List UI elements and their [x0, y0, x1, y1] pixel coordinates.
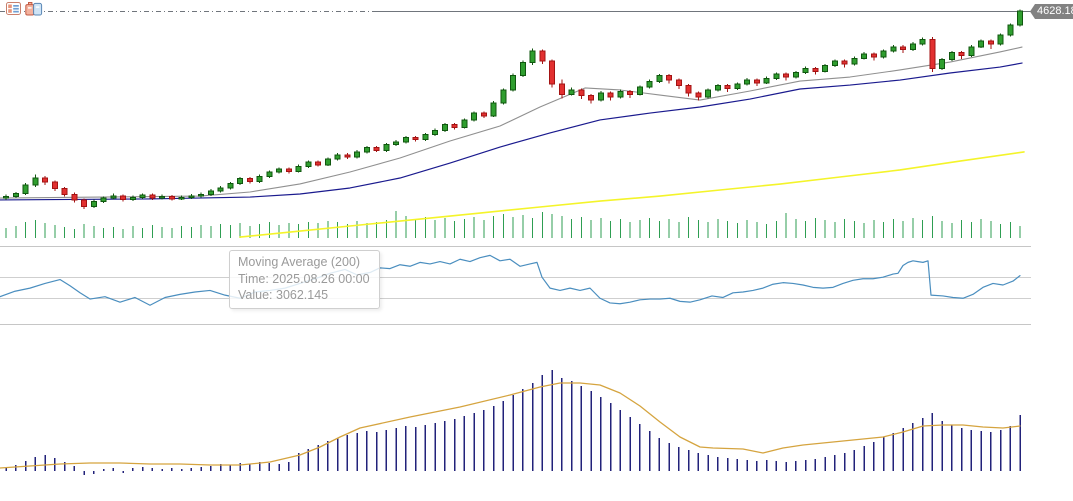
current-price-label: 4628.18 [1030, 4, 1073, 19]
dom-row-icon [13, 7, 19, 10]
candlestick-series [3, 9, 1023, 209]
chart-toolbar [6, 1, 43, 17]
histogram-series [5, 370, 1021, 475]
dom-cell-icon [8, 9, 12, 13]
tick-volume-series [5, 211, 1021, 238]
indicator-tooltip: Moving Average (200) Time: 2025.08.26 00… [229, 250, 380, 309]
signal-line [0, 382, 1021, 469]
dom-cell-icon [8, 4, 12, 9]
current-price-value: 4628.18 [1037, 5, 1073, 17]
depth-of-market-icon[interactable] [6, 1, 21, 15]
dom-row-icon [13, 5, 19, 7]
sell-line-icon [28, 7, 32, 9]
sell-panel-icon [25, 4, 35, 16]
buy-line-icon [35, 6, 40, 8]
tooltip-value: Value: 3062.145 [238, 288, 329, 302]
tooltip-title: Moving Average (200) [238, 255, 361, 269]
pane-gridlines [0, 246, 1031, 325]
moving-average-lines [0, 46, 1025, 238]
oscillator-line [0, 254, 1021, 306]
buy-panel-icon [33, 2, 43, 16]
dom-row-icon [13, 10, 19, 13]
one-click-trading-icon[interactable] [25, 1, 43, 17]
tooltip-time: Time: 2025.08.26 00:00 [238, 271, 370, 286]
